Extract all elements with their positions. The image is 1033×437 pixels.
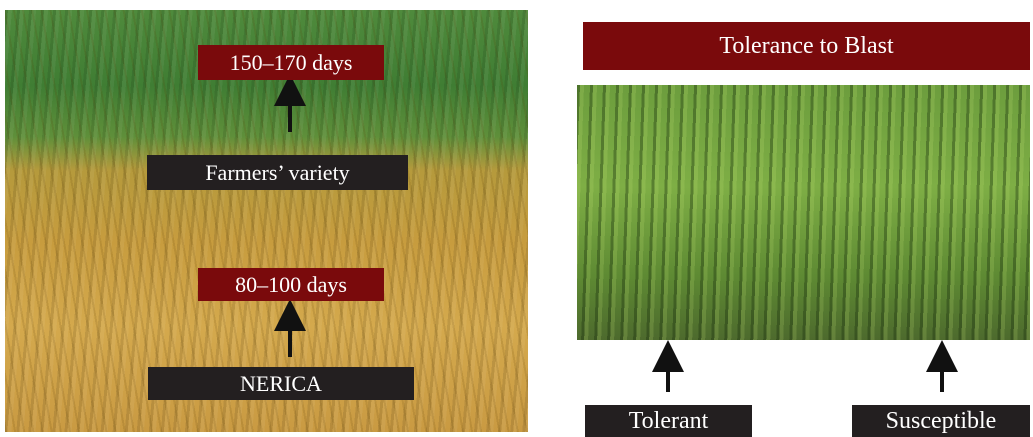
label: 80–100 days: [198, 268, 384, 301]
label: Susceptible: [852, 405, 1030, 437]
label: NERICA: [148, 367, 414, 400]
label: Farmers’ variety: [147, 155, 408, 190]
label: Tolerant: [585, 405, 752, 437]
title: Tolerance to Blast: [583, 22, 1030, 70]
blast-photo: [577, 85, 1030, 340]
field-photo: [5, 10, 528, 432]
label: 150–170 days: [198, 45, 384, 80]
